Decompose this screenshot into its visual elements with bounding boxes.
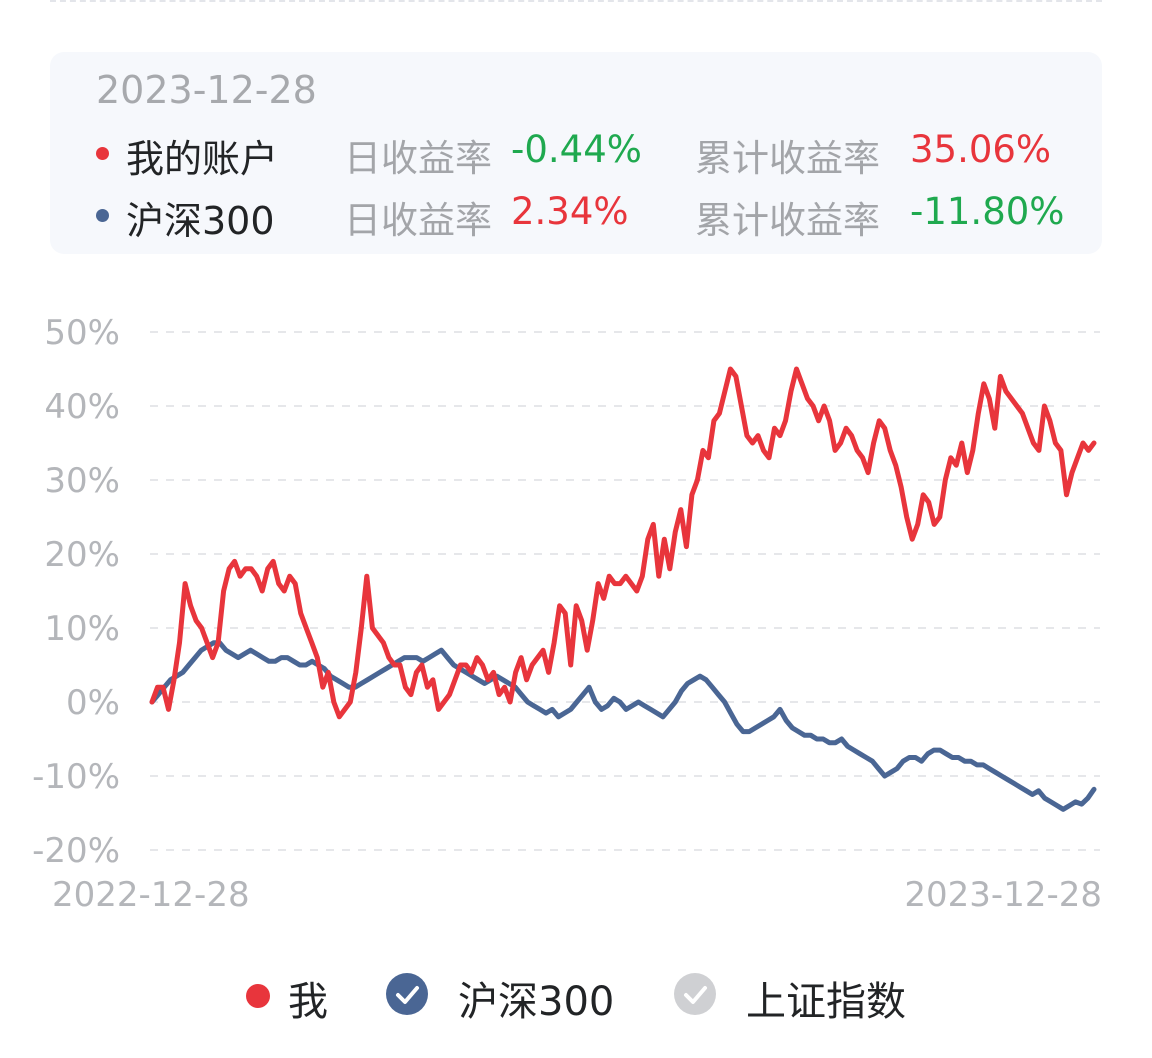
account-cum-value: 35.06% bbox=[910, 128, 1052, 171]
info-row-hs300: 沪深300 日收益率 2.34% 累计收益率 -11.80% bbox=[50, 184, 1102, 243]
y-tick-label: 20% bbox=[44, 535, 120, 575]
legend-dot-me bbox=[246, 984, 270, 1008]
series-line-hs300 bbox=[149, 640, 1097, 812]
legend-label-sh-index: 上证指数 bbox=[746, 979, 906, 1025]
legend-label-hs300: 沪深300 bbox=[458, 979, 615, 1025]
hs300-daily-value: 2.34% bbox=[511, 190, 629, 233]
y-tick-label: 0% bbox=[66, 683, 120, 723]
legend: 我 沪深300 上证指数 bbox=[0, 960, 1152, 1030]
account-name: 我的账户 bbox=[126, 137, 279, 181]
info-date: 2023-12-28 bbox=[96, 68, 317, 112]
check-icon-sh-index bbox=[674, 973, 716, 1015]
y-tick-label: -10% bbox=[32, 757, 120, 797]
y-tick-label: 50% bbox=[44, 313, 120, 353]
x-tick-label: 2023-12-28 bbox=[904, 875, 1102, 915]
check-icon-hs300 bbox=[386, 973, 428, 1015]
return-line-chart[interactable]: 50% 40% 30% 20% 10% 0% -10% -20%2022-12-28 2023-… bbox=[0, 0, 1152, 940]
legend-label-me: 我 bbox=[288, 979, 328, 1025]
info-card: 2023-12-28 我的账户 日收益率 -0.44% 累计收益率 35.06%… bbox=[50, 52, 1102, 254]
account-cum-label: 累计收益率 bbox=[695, 137, 880, 180]
account-dot bbox=[96, 147, 109, 160]
top-divider bbox=[50, 0, 1102, 2]
account-daily-value: -0.44% bbox=[511, 128, 642, 171]
hs300-cum-value: -11.80% bbox=[910, 190, 1065, 233]
hs300-daily-label: 日收益率 bbox=[344, 199, 492, 242]
x-tick-label: 2022-12-28 bbox=[52, 875, 250, 915]
hs300-name: 沪深300 bbox=[126, 199, 275, 243]
hs300-dot bbox=[96, 209, 109, 222]
y-tick-label: -20% bbox=[32, 831, 120, 871]
info-row-account: 我的账户 日收益率 -0.44% 累计收益率 35.06% bbox=[50, 122, 1102, 181]
account-daily-label: 日收益率 bbox=[344, 137, 492, 180]
series-line-me bbox=[149, 366, 1097, 720]
y-tick-label: 40% bbox=[44, 387, 120, 427]
y-tick-label: 30% bbox=[44, 461, 120, 501]
y-tick-label: 10% bbox=[44, 609, 120, 649]
hs300-cum-label: 累计收益率 bbox=[695, 199, 880, 242]
